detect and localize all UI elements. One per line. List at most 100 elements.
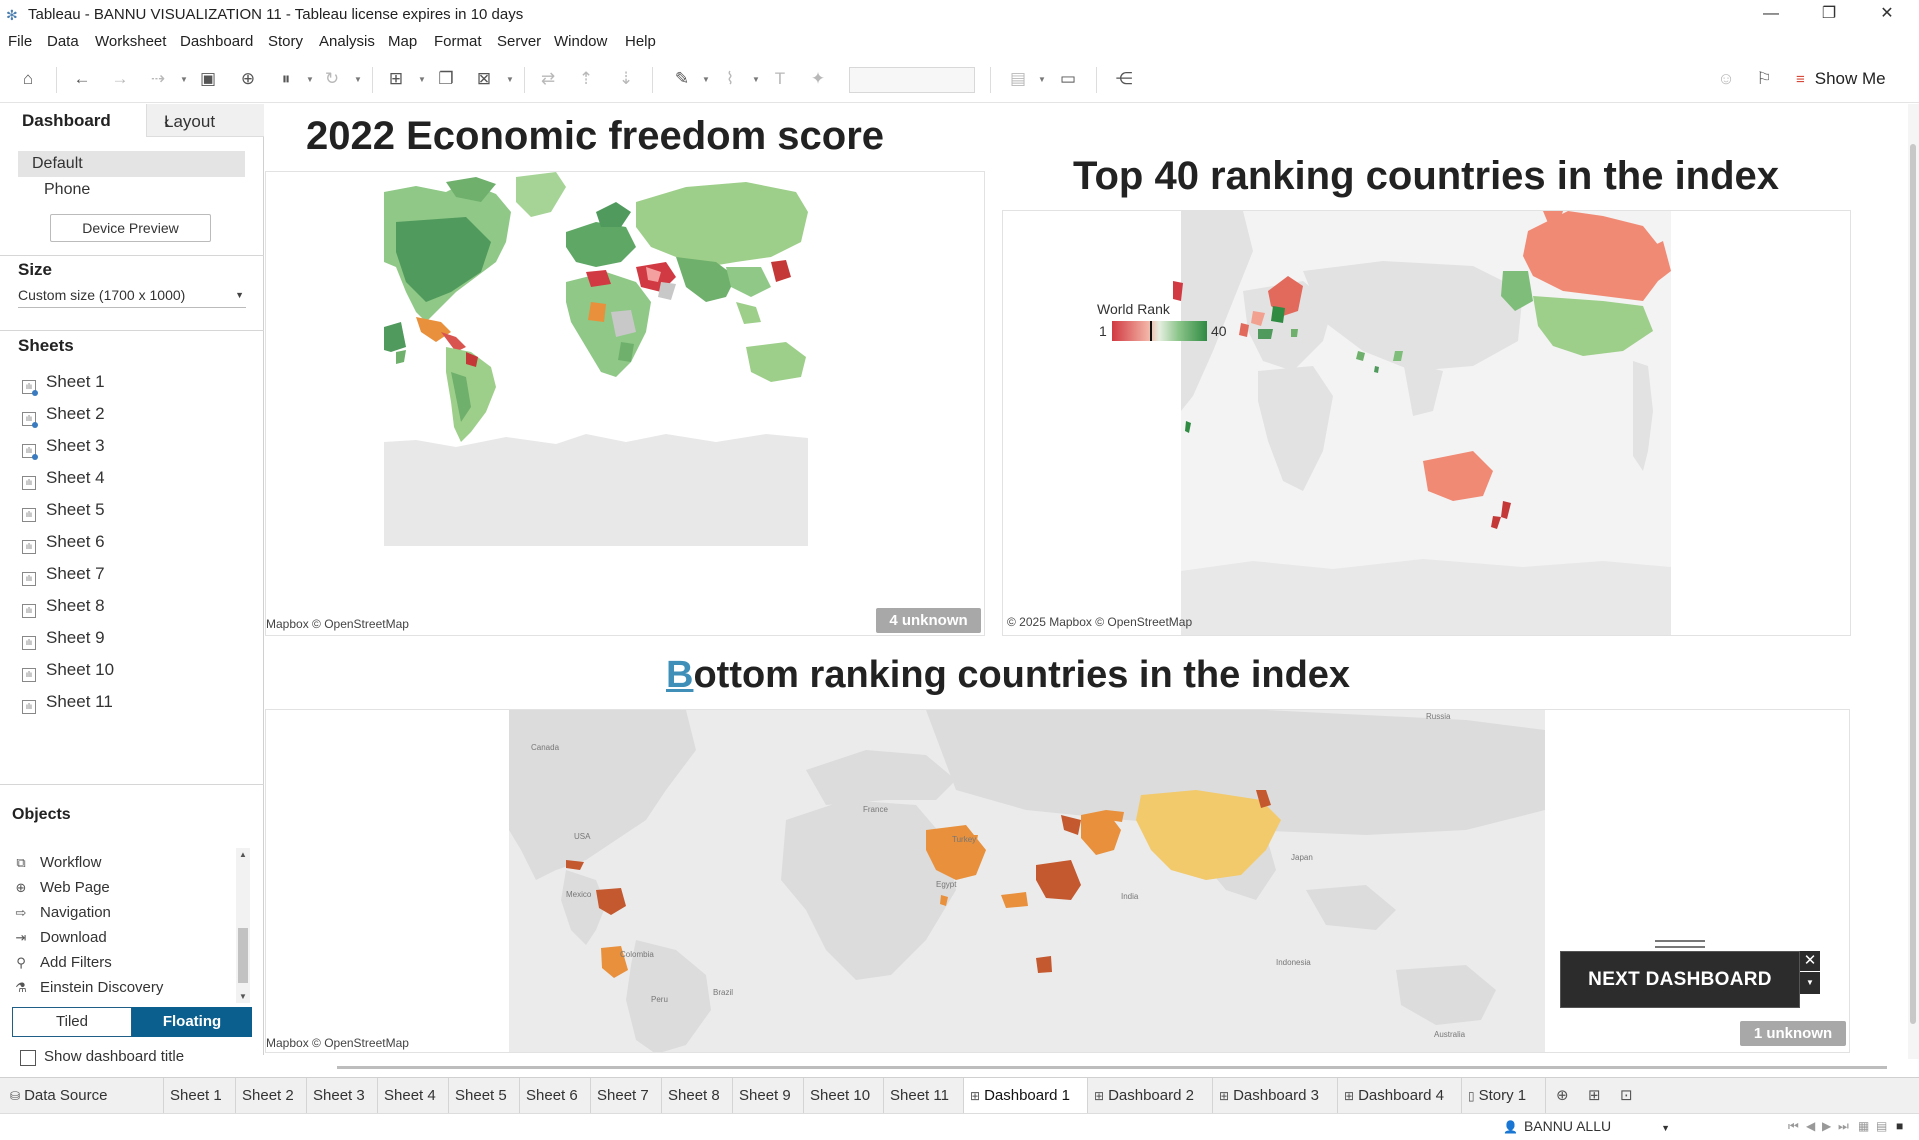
show-cards-icon[interactable]: ▤ [1009, 69, 1027, 88]
group-icon[interactable]: ⌇ [725, 69, 735, 88]
next-dashboard-button[interactable]: NEXT DASHBOARD [1560, 951, 1800, 1008]
first-page-icon[interactable]: ⏮ [1788, 1119, 1799, 1133]
sheet-item[interactable]: ılı Sheet 3 [22, 434, 105, 460]
sheet-item[interactable]: ılı Sheet 2 [22, 402, 105, 428]
save-icon[interactable]: ▣ [199, 69, 217, 88]
scroll-up-icon[interactable]: ▲ [239, 850, 247, 859]
clear-dropdown-icon[interactable]: ▼ [506, 75, 514, 84]
menu-worksheet[interactable]: Worksheet [95, 33, 167, 50]
chevron-down-icon[interactable]: ▼ [1800, 972, 1820, 994]
menu-server[interactable]: Server [497, 33, 542, 50]
tab-dashboard-2[interactable]: ⊞ Dashboard 2 [1088, 1078, 1213, 1114]
sheet-item[interactable]: ılı Sheet 4 [22, 466, 105, 490]
tab-sheet[interactable]: Sheet 6 [520, 1078, 591, 1114]
duplicate-icon[interactable]: ❐ [438, 69, 454, 88]
sheet-item[interactable]: ılı Sheet 7 [22, 562, 105, 586]
scrollbar-thumb[interactable] [1910, 144, 1916, 1024]
device-preview-button[interactable]: Device Preview [50, 214, 211, 242]
object-web-page[interactable]: ⊕ Web Page [14, 877, 110, 899]
menu-help[interactable]: Help [625, 33, 656, 50]
object-download[interactable]: ⇥ Download [14, 927, 107, 949]
sheet-item[interactable]: ılı Sheet 6 [22, 530, 105, 554]
tab-sheet[interactable]: Sheet 1 [164, 1078, 236, 1114]
presentation-mode-icon[interactable]: ▭ [1059, 69, 1077, 88]
menu-window[interactable]: Window [554, 33, 608, 50]
menu-story[interactable]: Story [268, 33, 304, 50]
sheet-item[interactable]: ılı Sheet 5 [22, 498, 105, 522]
tab-dashboard-4[interactable]: ⊞ Dashboard 4 [1338, 1078, 1462, 1114]
unknown-badge[interactable]: 1 unknown [1740, 1021, 1846, 1046]
collapse-panel-icon[interactable]: ‹ [164, 112, 170, 131]
sort-ascending-icon[interactable]: ⇡ [578, 69, 594, 88]
menu-file[interactable]: File [8, 33, 33, 50]
ask-data-icon[interactable]: ☺ [1717, 69, 1735, 88]
horizontal-scrollbar[interactable] [337, 1066, 1887, 1069]
scrollbar-thumb[interactable] [238, 928, 248, 983]
sheet-item[interactable]: ılı Sheet 9 [22, 626, 105, 650]
size-select[interactable]: Custom size (1700 x 1000) ▼ [18, 284, 246, 308]
group-dropdown-icon[interactable]: ▼ [752, 75, 760, 84]
close-icon[interactable]: ✕ [1800, 951, 1820, 971]
tab-sheet[interactable]: Sheet 8 [662, 1078, 733, 1114]
menu-dashboard[interactable]: Dashboard [180, 33, 254, 50]
vertical-scrollbar[interactable] [1908, 104, 1919, 1059]
object-navigation[interactable]: ⇨ Navigation [14, 902, 111, 924]
sort-descending-icon[interactable]: ⇣ [618, 69, 634, 88]
tab-dashboard[interactable]: Dashboard [0, 104, 146, 137]
restore-button[interactable]: ❐ [1821, 5, 1837, 22]
menu-format[interactable]: Format [434, 33, 482, 50]
minimize-button[interactable]: — [1763, 5, 1779, 22]
object-add-filters[interactable]: ⚲ Add Filters [14, 952, 111, 974]
tab-sheet[interactable]: Sheet 7 [591, 1078, 662, 1114]
unknown-badge[interactable]: 4 unknown [876, 608, 981, 633]
grid-view-icon[interactable]: ▦ [1858, 1119, 1870, 1133]
replay-icon[interactable]: ⇢ [150, 69, 166, 88]
tab-dashboard-1[interactable]: ⊞ Dashboard 1 [964, 1078, 1088, 1114]
scroll-down-icon[interactable]: ▼ [239, 992, 247, 1001]
close-window-button[interactable]: ✕ [1880, 5, 1894, 22]
menu-data[interactable]: Data [47, 33, 79, 50]
cards-dropdown-icon[interactable]: ▼ [1038, 75, 1046, 84]
clear-sheet-icon[interactable]: ⊠ [476, 69, 492, 88]
tabs-view-icon[interactable]: ■ [1896, 1119, 1904, 1133]
new-dashboard-icon[interactable]: ⊞ [1588, 1087, 1601, 1104]
pin-icon[interactable]: ✦ [810, 69, 826, 88]
sheet-item[interactable]: ılı Sheet 1 [22, 370, 105, 396]
tab-data-source[interactable]: ⛁ Data Source [4, 1078, 164, 1114]
user-menu[interactable]: 👤 BANNU ALLU ▼ [1503, 1118, 1670, 1134]
menu-map[interactable]: Map [388, 33, 418, 50]
last-page-icon[interactable]: ⏭ [1838, 1119, 1849, 1133]
pause-updates-icon[interactable]: ⏸ [281, 69, 291, 88]
sheet-item[interactable]: ılı Sheet 11 [22, 690, 113, 714]
drag-handle[interactable] [1655, 940, 1705, 948]
sheet-item[interactable]: ılı Sheet 8 [22, 594, 105, 618]
new-datasource-icon[interactable]: ⊕ [240, 69, 256, 88]
tab-sheet[interactable]: Sheet 4 [378, 1078, 449, 1114]
tab-dashboard-3[interactable]: ⊞ Dashboard 3 [1213, 1078, 1338, 1114]
tab-sheet[interactable]: Sheet 3 [307, 1078, 378, 1114]
tab-sheet[interactable]: Sheet 9 [733, 1078, 804, 1114]
tab-layout[interactable]: Layout ‹ [146, 104, 264, 137]
show-dashboard-title-checkbox[interactable] [20, 1050, 36, 1066]
highlight-dropdown-icon[interactable]: ▼ [702, 75, 710, 84]
tab-sheet[interactable]: Sheet 2 [236, 1078, 307, 1114]
filmstrip-view-icon[interactable]: ▤ [1876, 1119, 1888, 1133]
next-page-icon[interactable]: ▶ [1822, 1119, 1832, 1133]
tab-story-1[interactable]: ▯ Story 1 [1462, 1078, 1546, 1114]
refresh-dropdown-icon[interactable]: ▼ [354, 75, 362, 84]
floating-toggle[interactable]: Floating [132, 1007, 252, 1037]
show-me-button[interactable]: ≡ Show Me [1796, 69, 1886, 89]
economic-freedom-map[interactable]: Mapbox © OpenStreetMap 4 unknown [265, 171, 985, 636]
top-40-map[interactable]: World Rank 1 40 © 2025 Mapbox © OpenStre… [1002, 210, 1851, 636]
fit-select[interactable] [849, 67, 975, 93]
new-worksheet-icon[interactable]: ⊞ [388, 69, 404, 88]
home-icon[interactable]: ⌂ [22, 69, 34, 88]
sheet-item[interactable]: ılı Sheet 10 [22, 658, 114, 682]
replay-dropdown-icon[interactable]: ▼ [180, 75, 188, 84]
tab-sheet[interactable]: Sheet 11 [884, 1078, 964, 1114]
device-default[interactable]: Default [18, 151, 245, 177]
labels-icon[interactable]: T [774, 69, 786, 88]
tiled-toggle[interactable]: Tiled [12, 1007, 132, 1037]
new-worksheet-icon[interactable]: ⊕ [1556, 1087, 1569, 1104]
share-icon[interactable]: ⋲ [1115, 69, 1133, 88]
